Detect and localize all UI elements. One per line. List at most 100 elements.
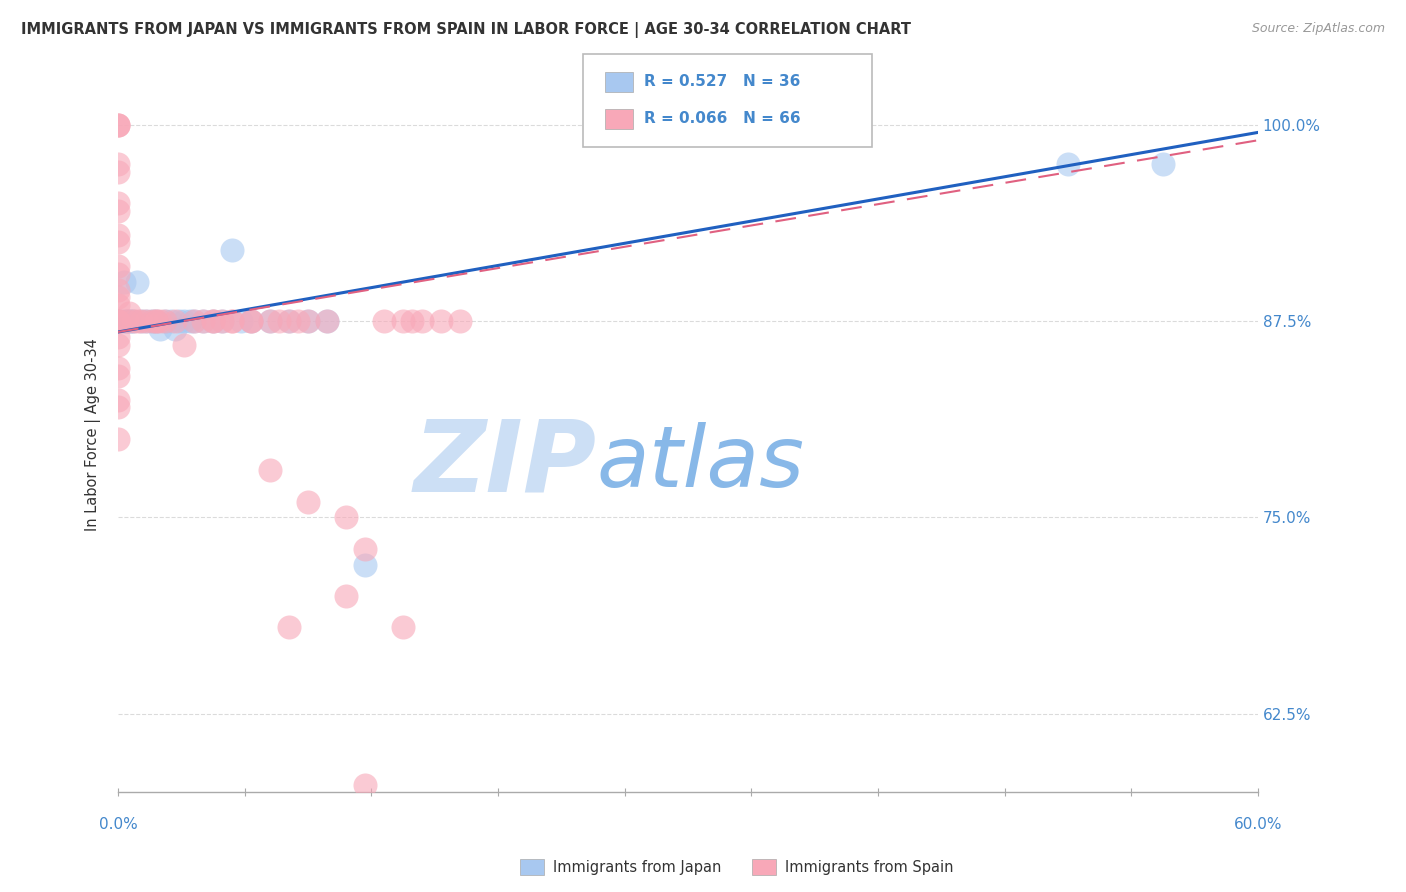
- Point: [163, 322, 186, 336]
- Point: [135, 314, 157, 328]
- Point: [107, 283, 129, 297]
- Point: [1152, 157, 1174, 171]
- Point: [107, 290, 129, 304]
- Point: [107, 165, 129, 179]
- Point: [167, 314, 190, 328]
- Point: [221, 244, 243, 258]
- Point: [278, 620, 301, 634]
- Point: [193, 314, 215, 328]
- Point: [335, 510, 357, 524]
- Point: [107, 329, 129, 343]
- Point: [201, 314, 224, 328]
- Point: [239, 314, 262, 328]
- Point: [373, 314, 395, 328]
- Point: [183, 314, 205, 328]
- Point: [107, 196, 129, 211]
- Point: [239, 314, 262, 328]
- Point: [145, 314, 167, 328]
- Point: [173, 314, 195, 328]
- Point: [107, 369, 129, 384]
- Point: [149, 314, 172, 328]
- Point: [392, 620, 415, 634]
- Point: [107, 314, 129, 328]
- Point: [117, 314, 139, 328]
- Point: [259, 314, 281, 328]
- Point: [335, 589, 357, 603]
- Point: [120, 314, 142, 328]
- Point: [193, 314, 215, 328]
- Point: [297, 494, 319, 508]
- Text: Immigrants from Spain: Immigrants from Spain: [785, 860, 953, 874]
- Point: [1057, 157, 1080, 171]
- Point: [155, 314, 177, 328]
- Point: [269, 314, 291, 328]
- Point: [392, 314, 415, 328]
- Point: [316, 314, 339, 328]
- Point: [239, 314, 262, 328]
- Point: [107, 361, 129, 376]
- Point: [129, 314, 152, 328]
- Point: [107, 204, 129, 219]
- Point: [259, 314, 281, 328]
- Point: [221, 314, 243, 328]
- Point: [107, 118, 129, 132]
- Point: [107, 157, 129, 171]
- Y-axis label: In Labor Force | Age 30-34: In Labor Force | Age 30-34: [86, 338, 101, 532]
- Point: [107, 314, 129, 328]
- Text: Source: ZipAtlas.com: Source: ZipAtlas.com: [1251, 22, 1385, 36]
- Point: [354, 778, 377, 792]
- Text: R = 0.527   N = 36: R = 0.527 N = 36: [644, 74, 800, 89]
- Point: [135, 314, 157, 328]
- Point: [107, 118, 129, 132]
- Point: [107, 118, 129, 132]
- Point: [201, 314, 224, 328]
- Point: [107, 314, 129, 328]
- Point: [411, 314, 433, 328]
- Point: [201, 314, 224, 328]
- Point: [163, 314, 186, 328]
- Point: [179, 314, 201, 328]
- Point: [278, 314, 301, 328]
- Text: R = 0.066   N = 66: R = 0.066 N = 66: [644, 112, 800, 127]
- Point: [430, 314, 453, 328]
- Point: [287, 314, 309, 328]
- Point: [316, 314, 339, 328]
- Text: 0.0%: 0.0%: [98, 817, 138, 832]
- Text: Immigrants from Japan: Immigrants from Japan: [553, 860, 721, 874]
- Point: [117, 314, 139, 328]
- Point: [107, 227, 129, 242]
- Point: [107, 392, 129, 407]
- Point: [107, 401, 129, 415]
- Point: [211, 314, 233, 328]
- Point: [401, 314, 423, 328]
- Point: [173, 337, 195, 351]
- Point: [183, 314, 205, 328]
- Point: [231, 314, 253, 328]
- Point: [122, 314, 145, 328]
- Text: IMMIGRANTS FROM JAPAN VS IMMIGRANTS FROM SPAIN IN LABOR FORCE | AGE 30-34 CORREL: IMMIGRANTS FROM JAPAN VS IMMIGRANTS FROM…: [21, 22, 911, 38]
- Point: [107, 298, 129, 312]
- Point: [107, 235, 129, 250]
- Text: 60.0%: 60.0%: [1233, 817, 1282, 832]
- Point: [155, 314, 177, 328]
- Point: [107, 432, 129, 446]
- Point: [141, 314, 163, 328]
- Point: [107, 259, 129, 273]
- Point: [145, 314, 167, 328]
- Point: [354, 558, 377, 572]
- Point: [297, 314, 319, 328]
- Point: [111, 314, 134, 328]
- Point: [107, 337, 129, 351]
- Point: [449, 314, 471, 328]
- Point: [114, 314, 136, 328]
- Point: [160, 314, 183, 328]
- Point: [122, 314, 145, 328]
- Point: [149, 322, 172, 336]
- Point: [107, 314, 129, 328]
- Text: atlas: atlas: [596, 422, 804, 505]
- Point: [297, 314, 319, 328]
- Point: [125, 275, 148, 289]
- Point: [278, 314, 301, 328]
- Point: [107, 314, 129, 328]
- Point: [107, 314, 129, 328]
